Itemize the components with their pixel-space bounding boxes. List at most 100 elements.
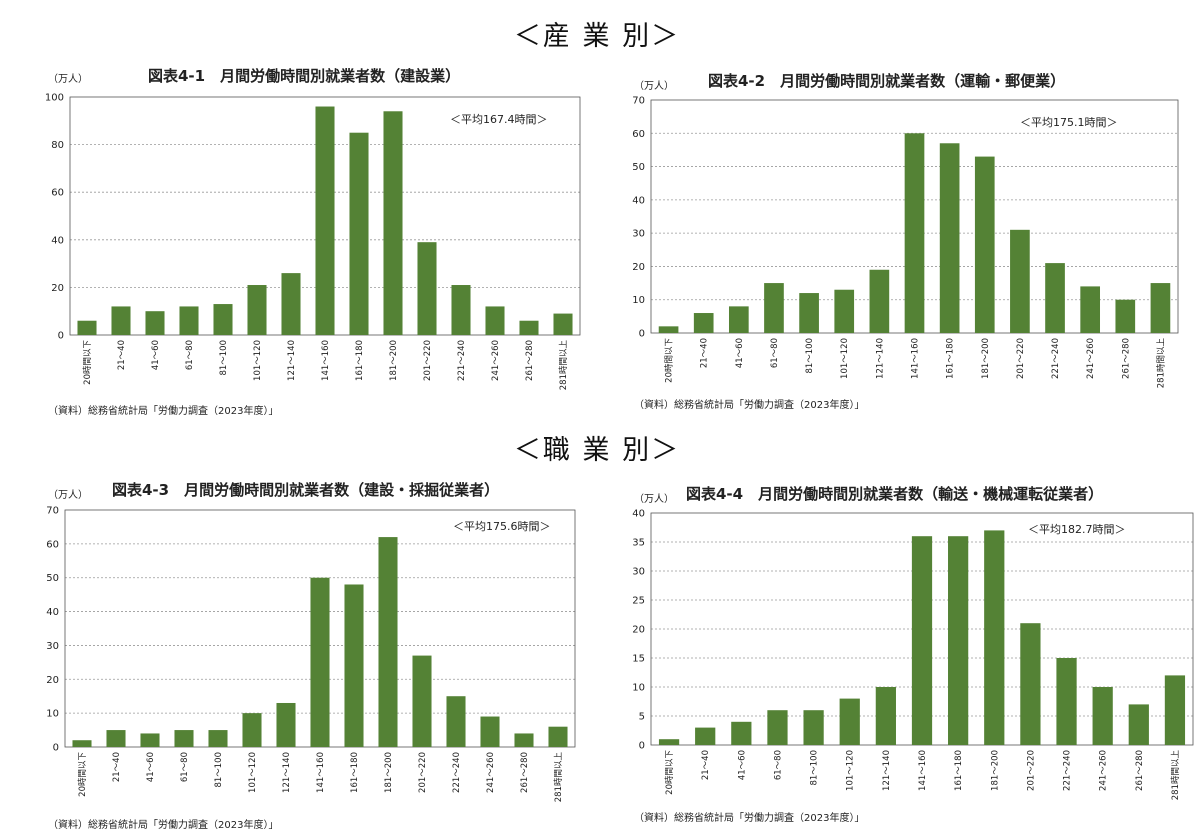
x-category-label: 41～60 — [146, 752, 156, 782]
x-category-label: 41～60 — [735, 338, 745, 368]
x-category-label: 241～260 — [1099, 750, 1109, 791]
x-category-label: 21～40 — [701, 750, 711, 780]
bar — [514, 733, 534, 747]
y-unit-label: （万人） — [48, 489, 88, 501]
bar — [77, 320, 97, 335]
average-annotation: ＜平均175.6時間＞ — [453, 520, 551, 533]
y-tick-label: 20 — [632, 262, 645, 273]
y-tick-label: 0 — [58, 331, 64, 342]
x-category-label: 41～60 — [151, 340, 161, 370]
bar — [276, 702, 296, 747]
x-category-label: 181～200 — [384, 752, 394, 793]
bar — [412, 655, 432, 747]
chart-title: 図表4-1 月間労働時間別就業者数（建設業） — [148, 67, 460, 85]
bar — [72, 740, 92, 747]
bar — [310, 577, 330, 747]
chart-svg: 図表4-2 月間労働時間別就業者数（運輸・郵便業） （万人） （資料）総務省統計局「… — [632, 72, 1179, 411]
y-tick-label: 20 — [46, 675, 59, 686]
x-category-label: 221～240 — [452, 752, 462, 793]
x-category-label: 281時間以上 — [559, 340, 569, 391]
bar — [834, 289, 855, 333]
y-tick-label: 15 — [632, 654, 645, 665]
bar — [693, 313, 714, 333]
bar — [1020, 623, 1041, 745]
y-tick-label: 0 — [639, 741, 645, 752]
bar — [446, 696, 466, 747]
bar — [1164, 675, 1186, 745]
x-category-label: 281時間以上 — [1171, 750, 1181, 801]
x-category-label: 201～220 — [1026, 750, 1036, 791]
x-category-label: 281時間以上 — [554, 752, 564, 803]
bar — [1010, 229, 1030, 333]
bar — [728, 306, 749, 333]
x-category-label: 21～40 — [700, 338, 710, 368]
x-category-label: 121～140 — [282, 752, 292, 793]
y-tick-label: 0 — [639, 329, 645, 340]
average-annotation: ＜平均182.7時間＞ — [1028, 523, 1126, 536]
x-category-label: 181～200 — [990, 750, 1000, 791]
x-category-label: 181～200 — [981, 338, 991, 379]
y-tick-label: 50 — [632, 162, 645, 173]
x-category-label: 141～160 — [316, 752, 326, 793]
bar — [803, 710, 824, 745]
y-tick-label: 30 — [632, 229, 645, 240]
x-category-label: 20時間以下 — [78, 752, 88, 797]
y-unit-label: （万人） — [634, 80, 674, 92]
chart-title: 図表4-4 月間労働時間別就業者数（輸送・機械運転従業者） — [686, 485, 1103, 503]
y-tick-label: 5 — [639, 712, 645, 723]
bar — [281, 273, 301, 335]
bar — [349, 132, 369, 335]
y-tick-label: 70 — [46, 506, 59, 517]
x-category-label: 141～160 — [911, 338, 921, 379]
x-category-label: 61～80 — [180, 752, 190, 782]
bar — [658, 739, 680, 745]
y-tick-label: 40 — [51, 235, 64, 246]
y-tick-label: 80 — [51, 140, 64, 151]
bar — [378, 537, 398, 747]
bar — [1150, 283, 1171, 333]
bar — [767, 710, 788, 745]
bar — [140, 733, 160, 747]
bar — [519, 320, 539, 335]
x-category-label: 20時間以下 — [83, 340, 93, 385]
x-category-label: 161～180 — [954, 750, 964, 791]
x-category-label: 241～260 — [1086, 338, 1096, 379]
y-tick-label: 100 — [45, 93, 64, 104]
y-tick-label: 60 — [46, 539, 59, 550]
chart-svg: 図表4-1 月間労働時間別就業者数（建設業） （万人） （資料）総務省統計局「労働力… — [45, 67, 581, 417]
bar — [247, 285, 267, 335]
bar — [1080, 286, 1101, 333]
x-category-label: 81～100 — [214, 752, 224, 788]
bar — [174, 730, 194, 747]
section-heading-occupation: ＜職 業 別＞ — [513, 435, 681, 466]
y-tick-label: 60 — [51, 188, 64, 199]
x-category-label: 261～280 — [520, 752, 530, 793]
chart-title: 図表4-3 月間労働時間別就業者数（建設・採掘従業者） — [112, 481, 499, 499]
y-tick-label: 35 — [632, 538, 645, 549]
y-tick-label: 10 — [46, 709, 59, 720]
y-tick-label: 40 — [632, 509, 645, 520]
x-category-label: 201～220 — [1016, 338, 1026, 379]
x-category-label: 181～200 — [389, 340, 399, 381]
x-category-label: 121～140 — [882, 750, 892, 791]
bar — [213, 304, 233, 335]
x-category-label: 61～80 — [770, 338, 780, 368]
y-unit-label: （万人） — [634, 493, 674, 505]
bar — [695, 727, 716, 745]
y-tick-label: 60 — [632, 129, 645, 140]
x-category-label: 21～40 — [117, 340, 127, 370]
x-category-label: 81～100 — [219, 340, 229, 376]
bar — [1056, 658, 1077, 745]
section-heading-industry: ＜産 業 別＞ — [513, 21, 681, 52]
chart-svg: 図表4-3 月間労働時間別就業者数（建設・採掘従業者） （万人） （資料）総務省統計… — [46, 481, 576, 831]
bar — [145, 311, 165, 335]
bar — [480, 716, 500, 747]
x-category-label: 41～60 — [737, 750, 747, 780]
y-tick-label: 50 — [46, 573, 59, 584]
x-category-label: 101～120 — [248, 752, 258, 793]
bar — [417, 242, 437, 335]
bar — [344, 584, 364, 747]
bar — [106, 730, 126, 747]
bar — [553, 313, 573, 335]
x-category-label: 201～220 — [418, 752, 428, 793]
